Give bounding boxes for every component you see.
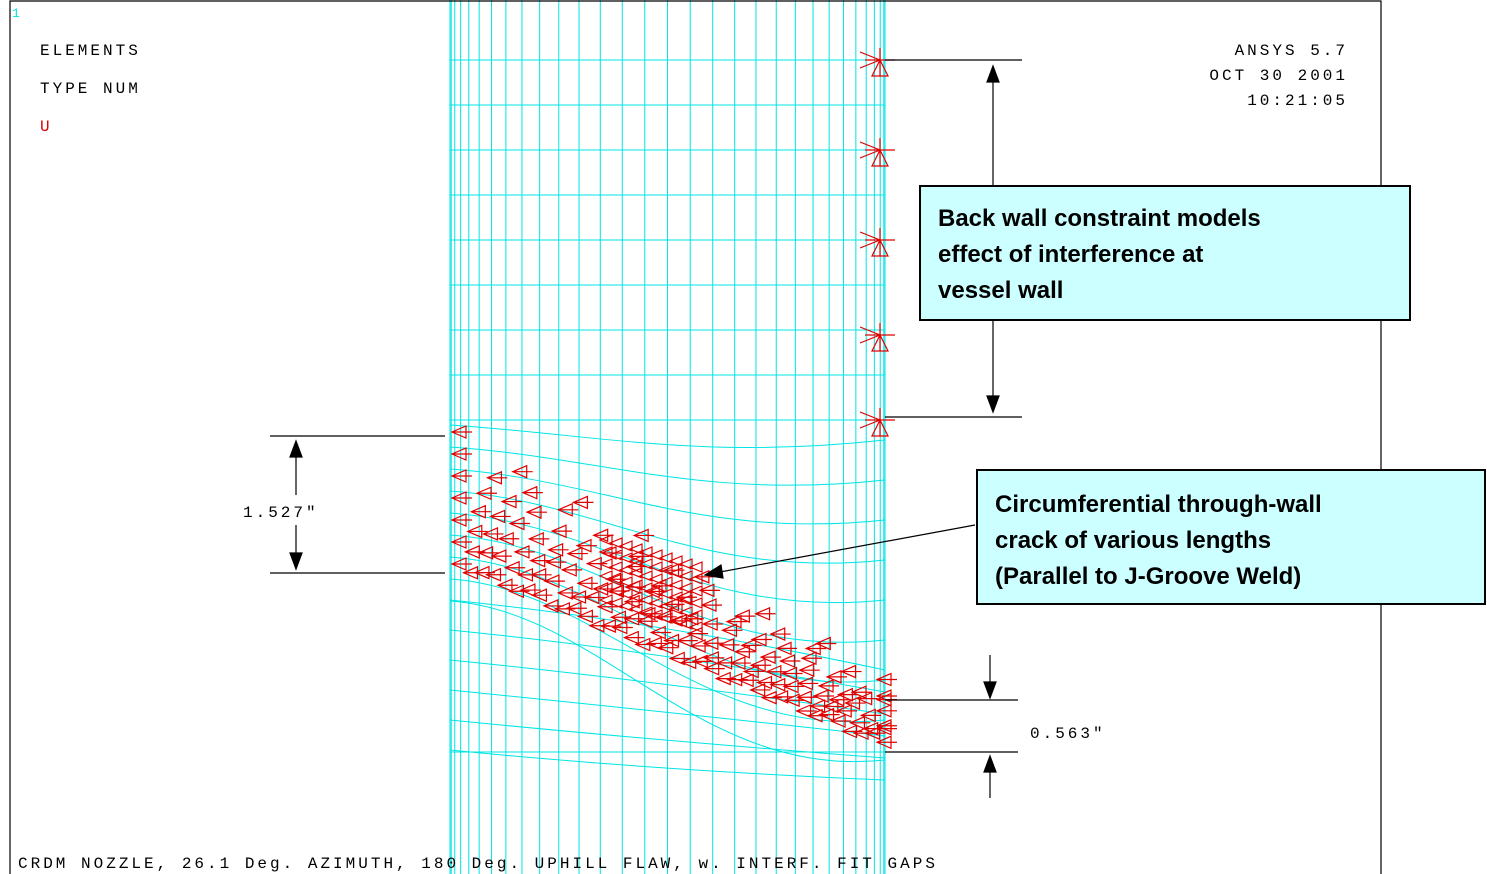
header-line: ELEMENTS (40, 42, 141, 60)
callout-text: (Parallel to J-Groove Weld) (995, 563, 1301, 590)
program: ANSYS 5.7 (1235, 42, 1348, 60)
callout-text: crack of various lengths (995, 527, 1271, 554)
time: 10:21:05 (1247, 92, 1348, 110)
dimension-label: 1.527" (243, 504, 319, 522)
callout-text: Back wall constraint models (938, 205, 1261, 232)
constraint-label: U (40, 118, 53, 136)
plot-number: 1 (12, 6, 23, 21)
callout-text: Circumferential through-wall (995, 491, 1322, 518)
ansys-plot: 1 ELEMENTS TYPE NUM U ANSYS 5.7 OCT 30 2… (0, 0, 1487, 874)
background (0, 0, 1487, 874)
header-line: TYPE NUM (40, 80, 141, 98)
footer-title: CRDM NOZZLE, 26.1 Deg. AZIMUTH, 180 Deg.… (18, 855, 938, 873)
date: OCT 30 2001 (1209, 67, 1348, 85)
callout-text: vessel wall (938, 277, 1063, 304)
dimension-label: 0.563" (1030, 725, 1106, 743)
callout-text: effect of interference at (938, 241, 1203, 268)
